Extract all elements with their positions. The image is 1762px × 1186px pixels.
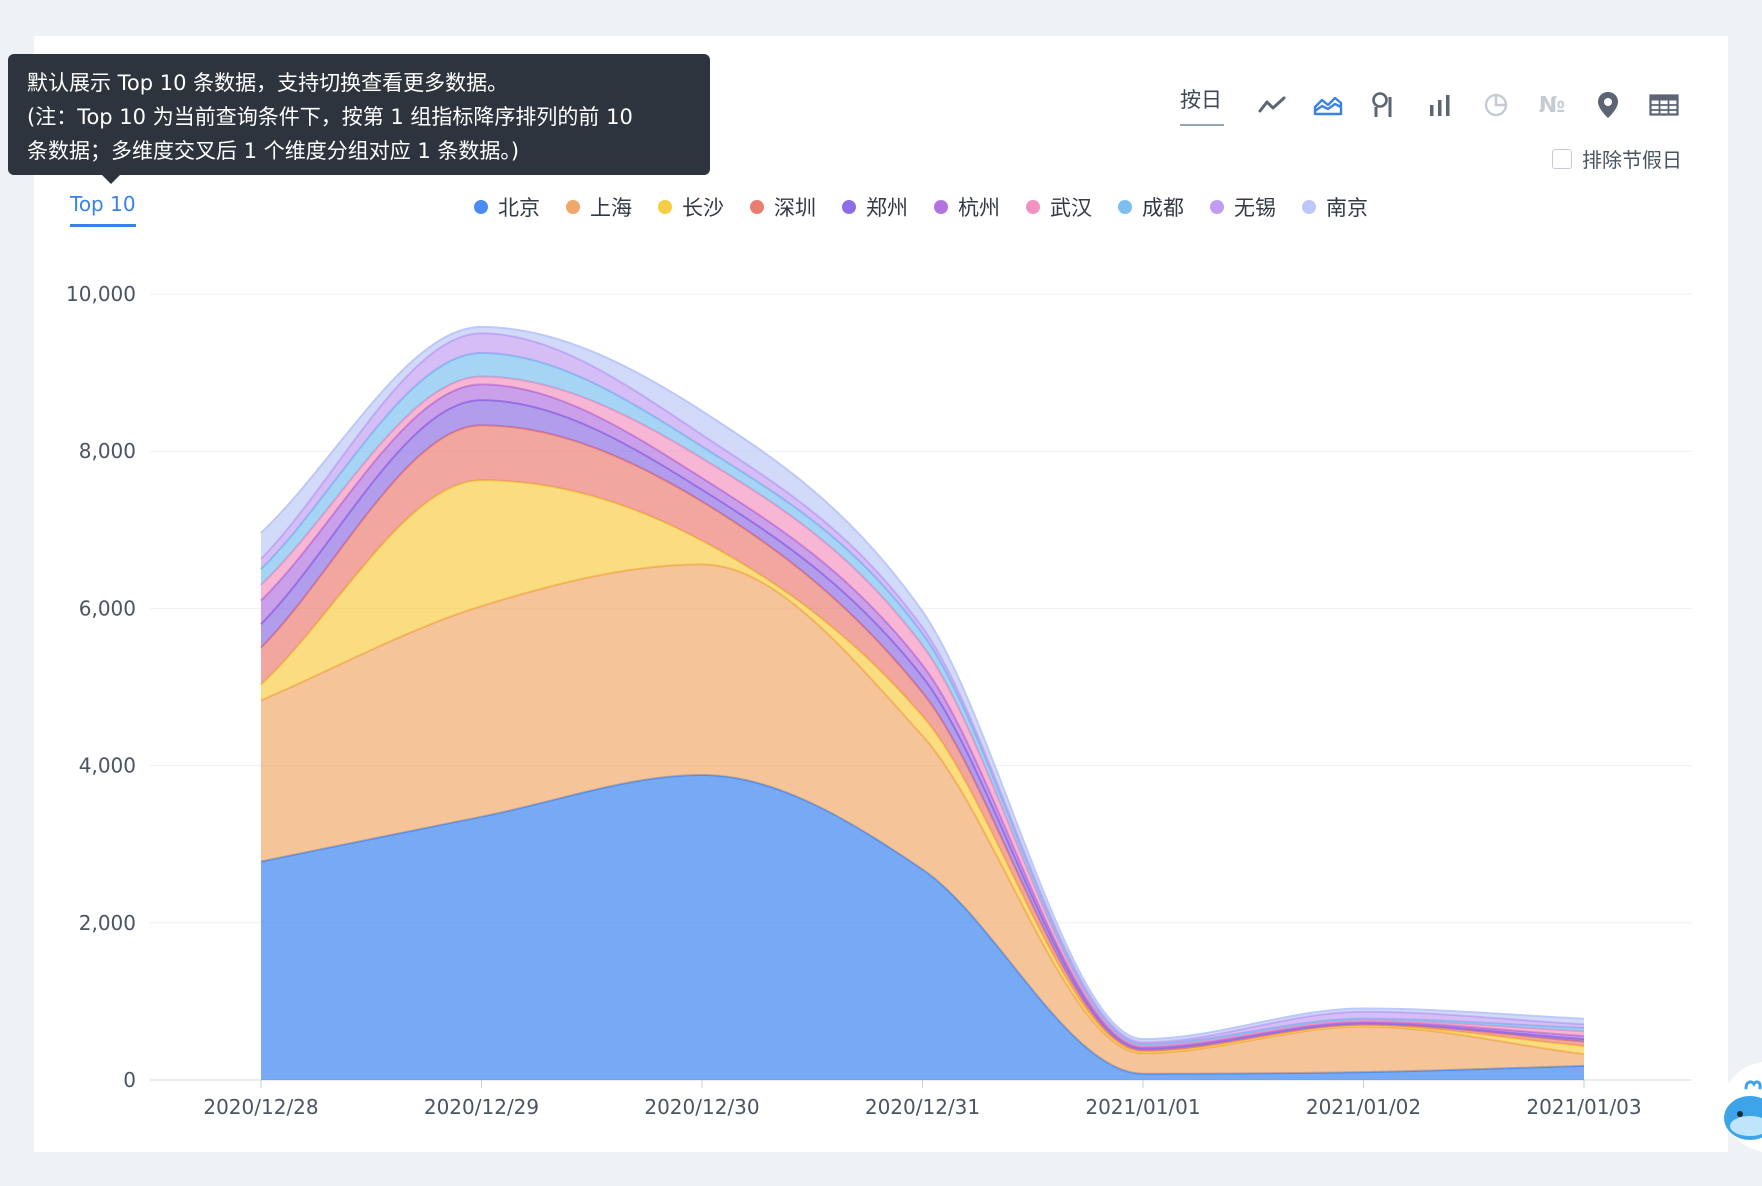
- legend-dot: [750, 200, 764, 214]
- chart-legend: 北京 上海 长沙 深圳 郑州 杭州 武汉 成都 无锡 南京: [474, 192, 1394, 222]
- area-series-5: [261, 384, 1584, 1049]
- y-tick-label: 2,000: [79, 911, 136, 935]
- y-tick-label: 0: [123, 1068, 136, 1092]
- table-icon[interactable]: [1648, 89, 1680, 121]
- legend-item[interactable]: 深圳: [750, 192, 816, 222]
- area-series-0: [261, 775, 1584, 1080]
- x-tick-label: 2020/12/31: [865, 1095, 980, 1119]
- legend-dot: [842, 200, 856, 214]
- legend-dot: [1026, 200, 1040, 214]
- x-tick-label: 2021/01/02: [1306, 1095, 1421, 1119]
- chart-toolbar: 按日 №: [1180, 82, 1704, 128]
- legend-dot: [1210, 200, 1224, 214]
- x-tick-label: 2020/12/30: [644, 1095, 759, 1119]
- y-tick-label: 10,000: [66, 282, 136, 306]
- area-series-4: [261, 400, 1584, 1051]
- legend-label: 上海: [590, 196, 632, 220]
- tooltip-line-3: 条数据；多维度交叉后 1 个维度分组对应 1 条数据。): [27, 139, 520, 163]
- legend-dot: [658, 200, 672, 214]
- legend-label: 郑州: [866, 196, 908, 220]
- legend-dot: [474, 200, 488, 214]
- legend-item[interactable]: 无锡: [1210, 192, 1276, 222]
- y-tick-label: 6,000: [79, 596, 136, 620]
- tab-top10[interactable]: Top 10: [70, 192, 136, 227]
- legend-label: 南京: [1326, 196, 1368, 220]
- area-series-2: [261, 480, 1584, 1055]
- ring-progress-icon[interactable]: [1368, 89, 1400, 121]
- legend-item[interactable]: 长沙: [658, 192, 724, 222]
- legend-label: 武汉: [1050, 196, 1092, 220]
- legend-item[interactable]: 成都: [1118, 192, 1184, 222]
- assistant-whale-icon[interactable]: [1718, 1062, 1762, 1156]
- area-series-3: [261, 425, 1584, 1052]
- exclude-holidays-checkbox[interactable]: [1552, 148, 1572, 169]
- bar-chart-icon[interactable]: [1424, 89, 1456, 121]
- legend-item[interactable]: 上海: [566, 192, 632, 222]
- area-line-series-9: [260, 326, 1585, 1041]
- y-tick-label: 4,000: [79, 754, 136, 778]
- exclude-holidays-label: 排除节假日: [1582, 148, 1682, 172]
- legend-item[interactable]: 北京: [474, 192, 540, 222]
- top10-tooltip: 默认展示 Top 10 条数据，支持切换查看更多数据。 (注：Top 10 为当…: [8, 54, 710, 184]
- area-series-1: [261, 564, 1584, 1074]
- legend-label: 杭州: [958, 196, 1000, 220]
- legend-label: 长沙: [682, 196, 724, 220]
- legend-label: 成都: [1142, 196, 1184, 220]
- exclude-holidays-toggle[interactable]: 排除节假日: [1552, 144, 1682, 173]
- legend-item[interactable]: 武汉: [1026, 192, 1092, 222]
- x-tick-label: 2020/12/29: [424, 1095, 539, 1119]
- map-pin-icon[interactable]: [1592, 89, 1624, 121]
- legend-dot: [566, 200, 580, 214]
- legend-dot: [1302, 200, 1316, 214]
- line-chart-icon[interactable]: [1256, 89, 1288, 121]
- area-series-7: [261, 352, 1584, 1046]
- x-tick-label: 2020/12/28: [203, 1095, 318, 1119]
- pie-chart-icon[interactable]: [1480, 89, 1512, 121]
- number-icon[interactable]: №: [1538, 92, 1566, 118]
- granularity-select[interactable]: 按日: [1180, 84, 1224, 126]
- area-chart-icon[interactable]: [1312, 89, 1344, 121]
- tooltip-line-2: (注：Top 10 为当前查询条件下，按第 1 组指标降序排列的前 10: [27, 105, 633, 129]
- legend-label: 无锡: [1234, 196, 1276, 220]
- legend-label: 深圳: [774, 196, 816, 220]
- legend-item[interactable]: 杭州: [934, 192, 1000, 222]
- area-line-series-4: [260, 399, 1585, 1050]
- tooltip-line-1: 默认展示 Top 10 条数据，支持切换查看更多数据。: [27, 71, 509, 95]
- legend-item[interactable]: 南京: [1302, 192, 1368, 222]
- area-series-8: [261, 333, 1584, 1044]
- legend-item[interactable]: 郑州: [842, 192, 908, 222]
- legend-dot: [934, 200, 948, 214]
- legend-dot: [1118, 200, 1132, 214]
- y-tick-label: 8,000: [79, 439, 136, 463]
- x-tick-label: 2021/01/01: [1085, 1095, 1200, 1119]
- x-tick-label: 2021/01/03: [1526, 1095, 1641, 1119]
- legend-label: 北京: [498, 196, 540, 220]
